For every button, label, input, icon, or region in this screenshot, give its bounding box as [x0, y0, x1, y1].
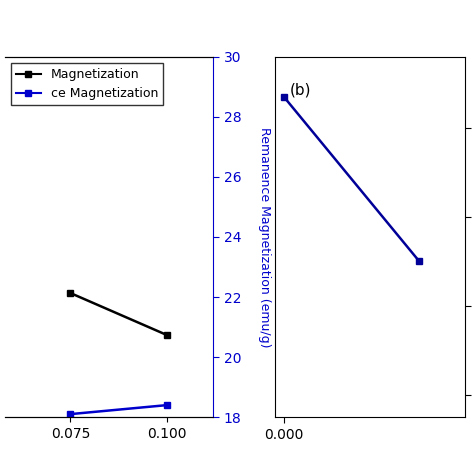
Text: (b): (b) [290, 82, 311, 97]
Y-axis label: Remanence Magnetization (emu/g): Remanence Magnetization (emu/g) [258, 127, 271, 347]
Legend: Magnetization, ce Magnetization: Magnetization, ce Magnetization [11, 63, 164, 105]
